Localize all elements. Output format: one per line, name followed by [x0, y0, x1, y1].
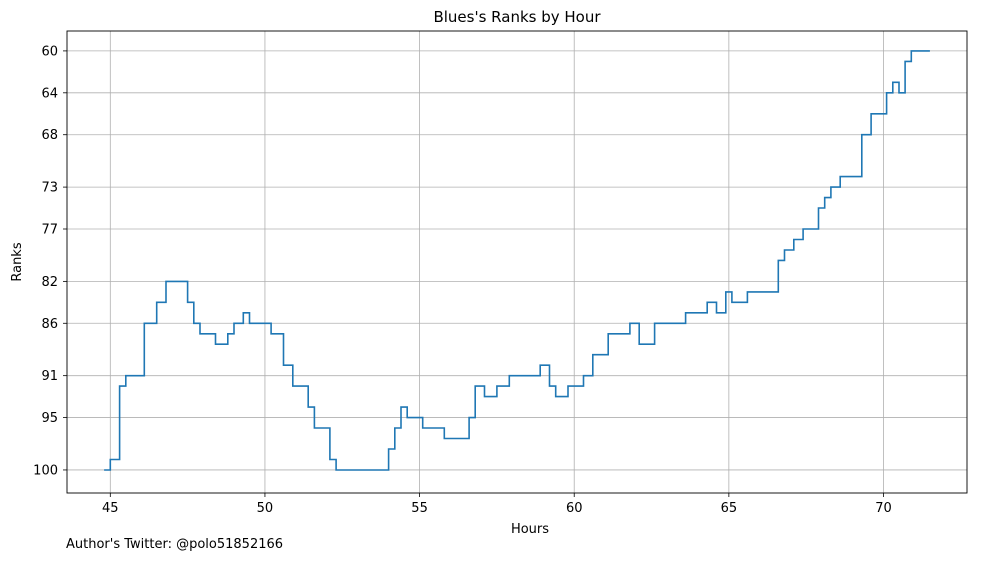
y-tick-label: 95 — [41, 411, 58, 426]
x-tick-label: 50 — [257, 501, 274, 516]
x-tick-label: 55 — [411, 501, 428, 516]
y-tick-label: 91 — [41, 369, 58, 384]
y-tick-label: 60 — [41, 44, 58, 59]
x-axis-label: Hours — [511, 522, 549, 537]
series-line — [104, 50, 930, 471]
x-tick-label: 70 — [875, 501, 892, 516]
y-axis: 60 64 68 73 77 82 86 91 95 100 — [33, 44, 67, 478]
y-tick-label: 64 — [41, 86, 58, 101]
y-axis-label: Ranks — [10, 242, 25, 281]
x-axis: 45 50 55 60 65 70 — [102, 493, 892, 516]
y-tick-label: 73 — [41, 181, 58, 196]
x-tick-label: 45 — [102, 501, 119, 516]
chart-title: Blues's Ranks by Hour — [433, 8, 601, 26]
y-tick-label: 68 — [41, 128, 58, 143]
y-tick-label: 86 — [41, 317, 58, 332]
y-tick-label: 77 — [41, 223, 58, 238]
author-credit: Author's Twitter: @polo51852166 — [66, 537, 284, 552]
x-tick-label: 60 — [566, 501, 583, 516]
y-tick-label: 100 — [33, 463, 58, 478]
plot-frame — [66, 30, 968, 494]
y-tick-label: 82 — [41, 275, 58, 290]
x-tick-label: 65 — [721, 501, 738, 516]
